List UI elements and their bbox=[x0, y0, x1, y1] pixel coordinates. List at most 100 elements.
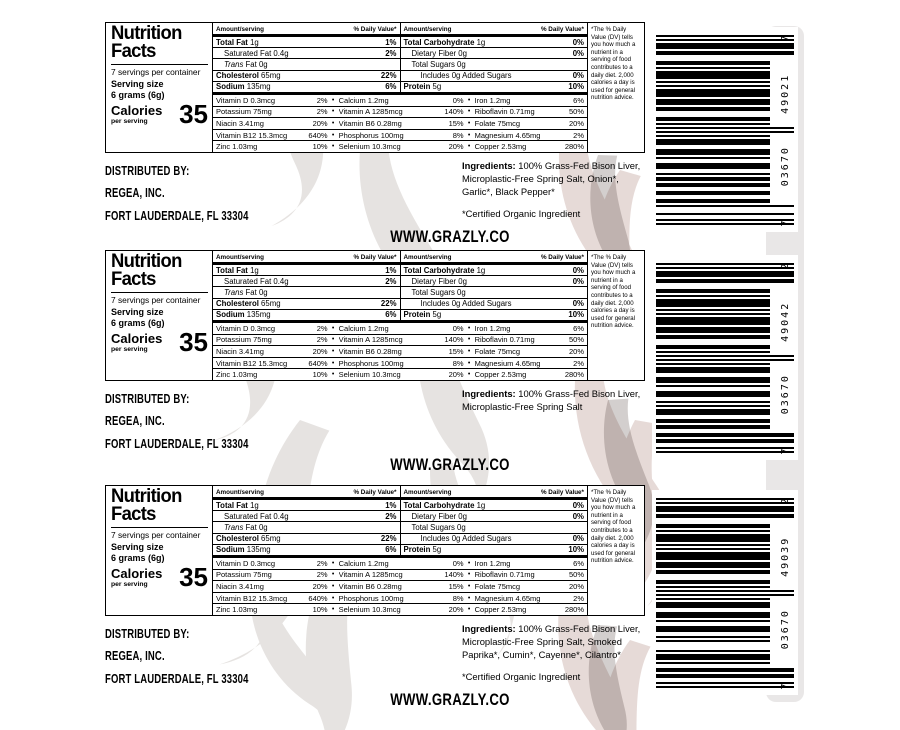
micronutrient-percent: 0% bbox=[452, 323, 464, 333]
column-header: Amount/serving % Daily Value* bbox=[213, 486, 400, 497]
barcode-bar bbox=[656, 204, 794, 207]
barcode-bar bbox=[656, 42, 794, 49]
nutrient-row: Cholesterol 65mg 22% bbox=[213, 69, 400, 81]
bullet-separator: • bbox=[467, 606, 471, 614]
upc-barcode: 7 03670 49042 2 bbox=[652, 255, 798, 460]
micronutrient-row: Vitamin B12 15.3mcg 640% • Phosphorus 100mg… bbox=[213, 128, 587, 141]
micronutrient-name: Vitamin B12 15.3mcg bbox=[216, 130, 288, 140]
micronutrient-percent: 20% bbox=[568, 346, 584, 356]
micronutrient-cell: Phosphorus 100mg 8% bbox=[339, 359, 464, 368]
micronutrient-cell: Selenium 10.3mcg 20% bbox=[339, 605, 464, 614]
panel-title-line1: Nutrition bbox=[111, 486, 182, 507]
daily-value-percent: 10% bbox=[568, 545, 584, 555]
barcode-bar bbox=[656, 547, 770, 550]
micronutrient-name: Selenium 10.3mcg bbox=[338, 142, 401, 152]
nutrient-row: Saturated Fat 0.4g 2% bbox=[213, 510, 400, 521]
barcode-bar bbox=[656, 334, 770, 339]
micronutrient-row: Vitamin B12 15.3mcg 640% • Phosphorus 100mg… bbox=[213, 591, 587, 604]
nutrient-row: Sodium 135mg 6% bbox=[213, 543, 400, 555]
upc-left-group: 03670 bbox=[779, 373, 791, 414]
serving-size-value: 6 grams (6g) bbox=[111, 552, 165, 563]
nutrient-name-part: Sodium bbox=[216, 545, 245, 555]
daily-value-percent: 1% bbox=[385, 500, 397, 510]
micronutrient-name: Vitamin A 1285mcg bbox=[338, 107, 403, 117]
nutrient-row: Includes 0g Added Sugars 0% bbox=[400, 532, 587, 544]
micronutrient-name: Niacin 3.41mg bbox=[216, 581, 264, 591]
bullet-separator: • bbox=[467, 96, 471, 104]
nutrient-row: Saturated Fat 0.4g 2% bbox=[213, 47, 400, 58]
barcode-bar bbox=[656, 138, 770, 145]
label-unit: Nutrition Facts 7 servings per container… bbox=[100, 250, 800, 480]
upc-right-group: 49039 bbox=[779, 536, 791, 577]
micronutrient-cell: Riboflavin 0.71mg 50% bbox=[475, 570, 584, 579]
upc-left-group: 03670 bbox=[779, 608, 791, 649]
micronutrient-percent: 20% bbox=[568, 118, 584, 128]
nutrient-name-part: Includes 0g Added Sugars bbox=[420, 299, 512, 309]
barcode-digits: 7 03670 49039 2 bbox=[772, 496, 798, 689]
micronutrient-name: Riboflavin 0.71mg bbox=[474, 107, 535, 117]
barcode-bar bbox=[656, 148, 770, 155]
micronutrient-cell: Vitamin B6 0.28mg 15% bbox=[339, 347, 464, 356]
calories-labels: Calories per serving bbox=[111, 332, 162, 353]
nutrient-name-part: 65mg bbox=[258, 71, 281, 81]
nutrition-facts-panel: Nutrition Facts 7 servings per container… bbox=[105, 22, 645, 153]
micronutrient-name: Phosphorus 100mg bbox=[338, 358, 404, 368]
barcode-bar bbox=[656, 308, 770, 311]
barcode-bars bbox=[656, 33, 794, 226]
bullet-separator: • bbox=[467, 594, 471, 602]
micronutrient-percent: 20% bbox=[448, 605, 464, 615]
micronutrient-percent: 6% bbox=[573, 95, 584, 105]
ingredients-label: Ingredients: bbox=[462, 388, 519, 399]
barcode-bar bbox=[656, 513, 794, 518]
barcode-bar bbox=[656, 579, 770, 584]
nutrient-row: Includes 0g Added Sugars 0% bbox=[400, 297, 587, 309]
micronutrient-percent: 15% bbox=[448, 581, 464, 591]
micronutrient-name: Magnesium 4.65mg bbox=[474, 358, 541, 368]
micronutrient-percent: 20% bbox=[312, 118, 328, 128]
nutrition-columns-area: Amount/serving % Daily Value* Total Fat … bbox=[213, 23, 587, 152]
nutrient-name-part: 5g bbox=[430, 310, 442, 320]
amount-serving-header: Amount/serving bbox=[403, 254, 452, 261]
micronutrient-percent: 2% bbox=[316, 570, 328, 580]
micronutrient-percent: 20% bbox=[568, 581, 584, 591]
nutrition-columns-area: Amount/serving % Daily Value* Total Fat … bbox=[213, 251, 587, 380]
organic-note: *Certified Organic Ingredient bbox=[462, 671, 581, 683]
daily-value-percent: 10% bbox=[568, 82, 584, 92]
nutrient-name-part: Protein bbox=[403, 545, 431, 555]
nutrient-name-part: Total Sugars 0g bbox=[411, 60, 466, 69]
micronutrient-cell: Copper 2.53mg 280% bbox=[475, 142, 584, 151]
micronutrient-percent: 50% bbox=[568, 335, 584, 345]
micronutrient-name: Phosphorus 100mg bbox=[338, 130, 404, 140]
nutrient-name: Protein 5g bbox=[404, 545, 442, 554]
barcode-bars bbox=[656, 261, 794, 454]
micronutrient-name: Vitamin D 0.3mcg bbox=[216, 323, 276, 333]
micronutrient-name: Vitamin A 1285mcg bbox=[338, 335, 403, 345]
nutrient-row: Trans Fat 0g bbox=[213, 58, 400, 69]
micronutrient-cell: Iron 1.2mg 6% bbox=[475, 559, 584, 568]
barcode-bar bbox=[656, 589, 794, 592]
daily-value-percent: 2% bbox=[385, 511, 397, 521]
barcode-bar bbox=[656, 611, 770, 618]
nutrient-name-part: Total Sugars 0g bbox=[411, 288, 466, 297]
barcode-bar bbox=[656, 162, 770, 169]
barcode-bar bbox=[656, 80, 770, 83]
micronutrient-percent: 2% bbox=[316, 558, 328, 568]
bullet-separator: • bbox=[331, 336, 335, 344]
barcode-bar bbox=[656, 172, 770, 175]
servings-per-container: 7 servings per container bbox=[111, 66, 201, 77]
nutrient-name: Sodium 135mg bbox=[216, 310, 271, 319]
nutrition-column-left: Amount/serving % Daily Value* Total Fat … bbox=[213, 23, 401, 92]
calories-block: Calories per serving 35 bbox=[111, 564, 208, 590]
nutrient-name-part: 5g bbox=[430, 82, 442, 92]
micronutrient-percent: 15% bbox=[448, 118, 464, 128]
ingredients-list: 100% Grass-Fed Bison Liver, Microplastic… bbox=[462, 388, 641, 413]
upc-barcode: 7 03670 49021 7 bbox=[652, 27, 798, 232]
distributor-line2: REGEA, INC. bbox=[105, 186, 165, 201]
barcode-bar bbox=[656, 438, 794, 443]
nutrition-column-left: Amount/serving % Daily Value* Total Fat … bbox=[213, 251, 401, 320]
daily-value-footnote: *The % Daily Value (DV) tells you how mu… bbox=[587, 251, 644, 380]
daily-value-percent: 0% bbox=[572, 534, 584, 544]
daily-value-percent: 2% bbox=[385, 48, 397, 58]
micronutrient-name: Riboflavin 0.71mg bbox=[474, 570, 535, 580]
barcode-bar bbox=[656, 84, 770, 87]
